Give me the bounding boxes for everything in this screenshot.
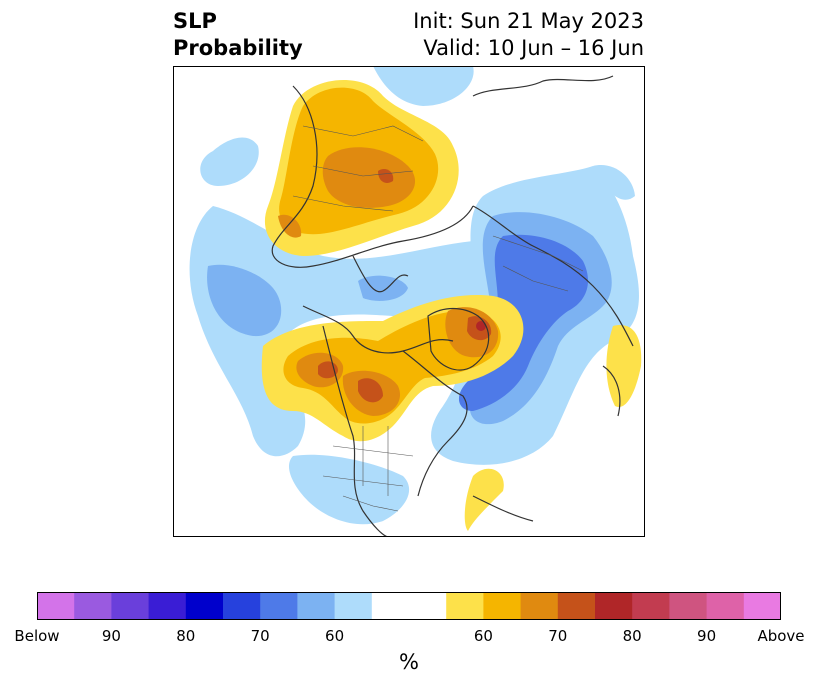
colorbar-tick-label: 90 [101,627,121,645]
colorbar-tick-label: Below [14,627,60,645]
colorbar-svg [37,592,782,620]
colorbar-tick-label: 80 [176,627,196,645]
colorbar-segment [223,592,261,620]
colorbar-segment [520,592,559,620]
colorbar-segment [557,592,596,620]
colorbar-segment [446,592,484,620]
colorbar-segment [297,592,336,620]
colorbar-segment [148,592,187,620]
colorbar-tick-label: 90 [697,627,717,645]
colorbar-tick-label: 60 [325,627,345,645]
colorbar-tick-label: 60 [473,627,493,645]
colorbar [37,592,782,620]
valid-range: Valid: 10 Jun – 16 Jun [423,36,644,60]
init-date: Init: Sun 21 May 2023 [413,9,644,33]
coastlines [271,75,634,537]
map-panel [173,66,645,537]
map-border [173,66,645,537]
colorbar-segment [706,592,745,620]
colorbar-segment [37,592,75,620]
colorbar-segment [632,592,670,620]
colorbar-tick-label: 70 [548,627,568,645]
colorbar-units: % [399,650,419,674]
colorbar-segment [74,592,112,620]
map-dates: Init: Sun 21 May 2023 Valid: 10 Jun – 16… [413,8,644,62]
map-title: SLP Probability [173,8,303,62]
colorbar-segment [595,592,633,620]
colorbar-segment [743,592,782,620]
colorbar-segment [260,592,298,620]
above-max-regions [476,321,486,331]
colorbar-segment [111,592,150,620]
title-field: Probability [173,36,303,60]
colorbar-tick-label: Above [757,627,805,645]
colorbar-segment [669,592,708,620]
colorbar-tick-label: 70 [250,627,270,645]
colorbar-tick-label: 80 [622,627,642,645]
colorbar-border [37,592,781,620]
colorbar-segment [483,592,522,620]
colorbar-segment [185,592,224,620]
probability-map [173,66,645,537]
borders [292,125,584,512]
colorbar-segment [371,592,410,620]
title-variable: SLP [173,9,217,33]
colorbar-segment [334,592,373,620]
colorbar-segment [409,592,447,620]
